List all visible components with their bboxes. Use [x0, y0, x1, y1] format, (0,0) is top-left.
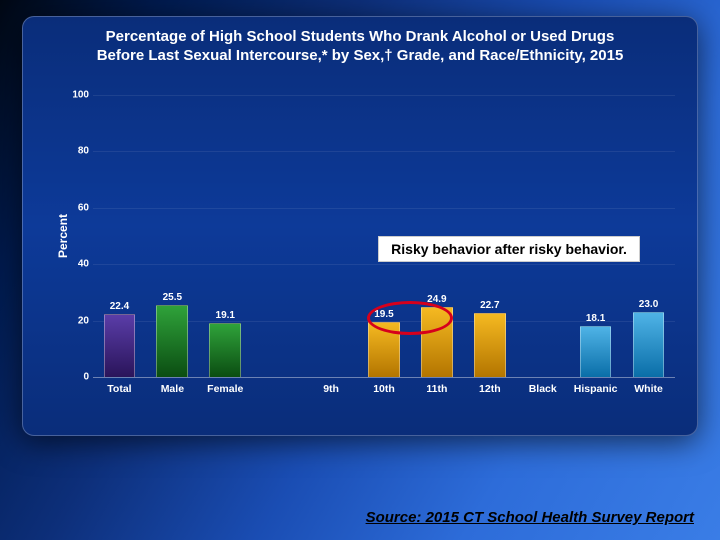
category-label: 9th	[323, 383, 339, 395]
bar-value-label: 22.7	[480, 300, 499, 314]
category-label: Total	[107, 383, 131, 395]
y-tick-label: 0	[59, 372, 89, 383]
bar-value-label: 23.0	[639, 299, 658, 313]
chart-title: Percentage of High School Students Who D…	[23, 17, 697, 69]
bar: 19.1	[209, 323, 241, 377]
bar: 23.0	[633, 312, 665, 377]
category-label: Black	[529, 383, 557, 395]
category-label: 10th	[373, 383, 395, 395]
bar: 22.4	[104, 314, 136, 377]
category-label: 12th	[479, 383, 501, 395]
y-tick-label: 100	[59, 90, 89, 101]
category-label: Hispanic	[574, 383, 618, 395]
bar-value-label: 25.5	[163, 292, 182, 306]
bar: 25.5	[156, 305, 188, 377]
plot-area: Percent 020406080100 22.425.519.119.524.…	[93, 95, 675, 377]
title-line-2: Before Last Sexual Intercourse,* by Sex,…	[41, 46, 679, 65]
source-citation: Source: 2015 CT School Health Survey Rep…	[366, 509, 694, 526]
bar-value-label: 18.1	[586, 313, 605, 327]
bar: 22.7	[474, 313, 506, 377]
y-tick-label: 40	[59, 259, 89, 270]
y-tick-label: 20	[59, 315, 89, 326]
y-tick-label: 60	[59, 202, 89, 213]
bar-value-label: 19.1	[216, 310, 235, 324]
highlight-ellipse	[367, 301, 453, 335]
title-line-1: Percentage of High School Students Who D…	[41, 27, 679, 46]
category-label: Female	[207, 383, 243, 395]
bar-value-label: 22.4	[110, 301, 129, 315]
annotation-callout: Risky behavior after risky behavior.	[378, 236, 640, 262]
bar: 18.1	[580, 326, 612, 377]
y-axis-label: Percent	[56, 214, 70, 258]
category-label: Male	[161, 383, 184, 395]
category-label: 11th	[426, 383, 447, 395]
y-tick-label: 80	[59, 146, 89, 157]
category-label: White	[634, 383, 663, 395]
chart-panel: Percentage of High School Students Who D…	[22, 16, 698, 436]
